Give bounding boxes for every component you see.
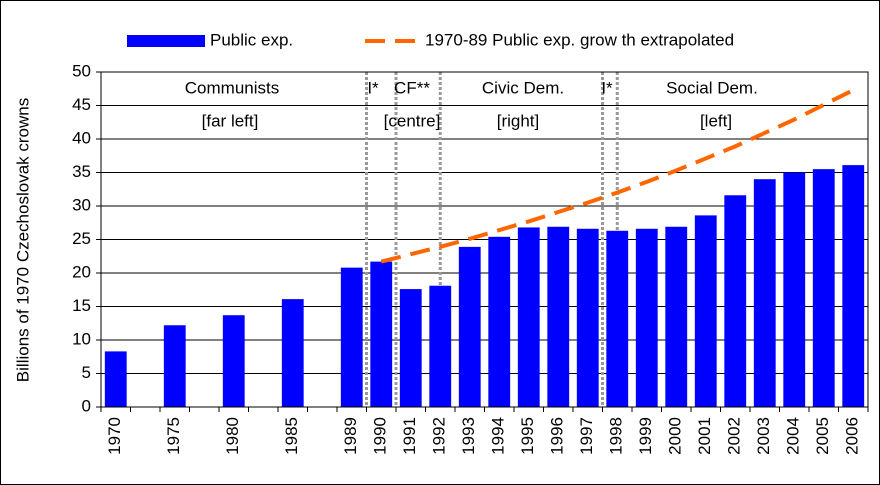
y-tick-label: 40 bbox=[72, 128, 91, 147]
bar bbox=[694, 215, 717, 407]
bar bbox=[576, 228, 599, 407]
y-tick-label: 5 bbox=[82, 363, 91, 382]
x-tick-label: 2005 bbox=[813, 417, 832, 455]
annotation: Civic Dem. bbox=[482, 78, 564, 97]
bar bbox=[635, 228, 658, 407]
x-tick-label: 1989 bbox=[341, 417, 360, 455]
annotation: [centre] bbox=[384, 111, 441, 130]
bar bbox=[812, 169, 835, 407]
x-tick-label: 1992 bbox=[430, 417, 449, 455]
bar bbox=[488, 236, 511, 407]
y-tick-label: 50 bbox=[72, 61, 91, 80]
x-tick-label: 1970 bbox=[105, 417, 124, 455]
bar bbox=[399, 289, 422, 407]
annotation: I* bbox=[367, 78, 379, 97]
bar bbox=[340, 267, 363, 407]
y-axis-label: Billions of 1970 Czechoslovak crowns bbox=[13, 98, 32, 382]
x-tick-label: 2002 bbox=[725, 417, 744, 455]
annotation: [far left] bbox=[202, 111, 259, 130]
annotation: CF** bbox=[394, 78, 430, 97]
bar bbox=[222, 315, 245, 407]
annotation: [right] bbox=[497, 111, 540, 130]
y-tick-label: 20 bbox=[72, 262, 91, 281]
x-tick-label: 1999 bbox=[636, 417, 655, 455]
x-tick-label: 2003 bbox=[754, 417, 773, 455]
bar bbox=[665, 226, 688, 407]
bar bbox=[842, 165, 865, 407]
annotation: I* bbox=[601, 78, 613, 97]
x-tick-label: 2004 bbox=[784, 417, 803, 455]
y-tick-label: 35 bbox=[72, 162, 91, 181]
bar bbox=[606, 230, 629, 407]
x-tick-label: 1985 bbox=[282, 417, 301, 455]
y-tick-label: 45 bbox=[72, 95, 91, 114]
legend-label: Public exp. bbox=[210, 30, 293, 49]
x-tick-label: 2006 bbox=[843, 417, 862, 455]
y-tick-label: 10 bbox=[72, 329, 91, 348]
annotation: Communists bbox=[185, 78, 279, 97]
x-tick-label: 1997 bbox=[577, 417, 596, 455]
annotation: [left] bbox=[700, 111, 732, 130]
line bbox=[380, 88, 855, 264]
legend-label: 1970-89 Public exp. grow th extrapolated bbox=[425, 30, 734, 49]
bar bbox=[281, 299, 304, 407]
x-tick-label: 1994 bbox=[489, 417, 508, 455]
x-tick-label: 2001 bbox=[695, 417, 714, 455]
y-tick-label: 25 bbox=[72, 229, 91, 248]
bar bbox=[458, 246, 481, 407]
bar bbox=[370, 261, 393, 407]
bar bbox=[724, 195, 747, 407]
x-tick-label: 1980 bbox=[223, 417, 242, 455]
x-tick-label: 1998 bbox=[607, 417, 626, 455]
bar bbox=[547, 226, 570, 407]
bar bbox=[104, 351, 127, 407]
x-tick-label: 1993 bbox=[459, 417, 478, 455]
x-tick-label: 1975 bbox=[164, 417, 183, 455]
legend-swatch bbox=[127, 35, 205, 47]
y-tick-label: 0 bbox=[82, 396, 91, 415]
y-tick-label: 15 bbox=[72, 296, 91, 315]
bar bbox=[517, 227, 540, 407]
bar bbox=[163, 325, 186, 407]
x-tick-label: 1996 bbox=[548, 417, 567, 455]
x-tick-label: 1990 bbox=[371, 417, 390, 455]
x-tick-label: 1995 bbox=[518, 417, 537, 455]
x-tick-label: 1991 bbox=[400, 417, 419, 455]
bar bbox=[753, 179, 776, 407]
y-tick-label: 30 bbox=[72, 195, 91, 214]
bar bbox=[429, 285, 452, 407]
x-tick-label: 2000 bbox=[666, 417, 685, 455]
annotation: Social Dem. bbox=[666, 78, 758, 97]
bar bbox=[783, 172, 806, 407]
